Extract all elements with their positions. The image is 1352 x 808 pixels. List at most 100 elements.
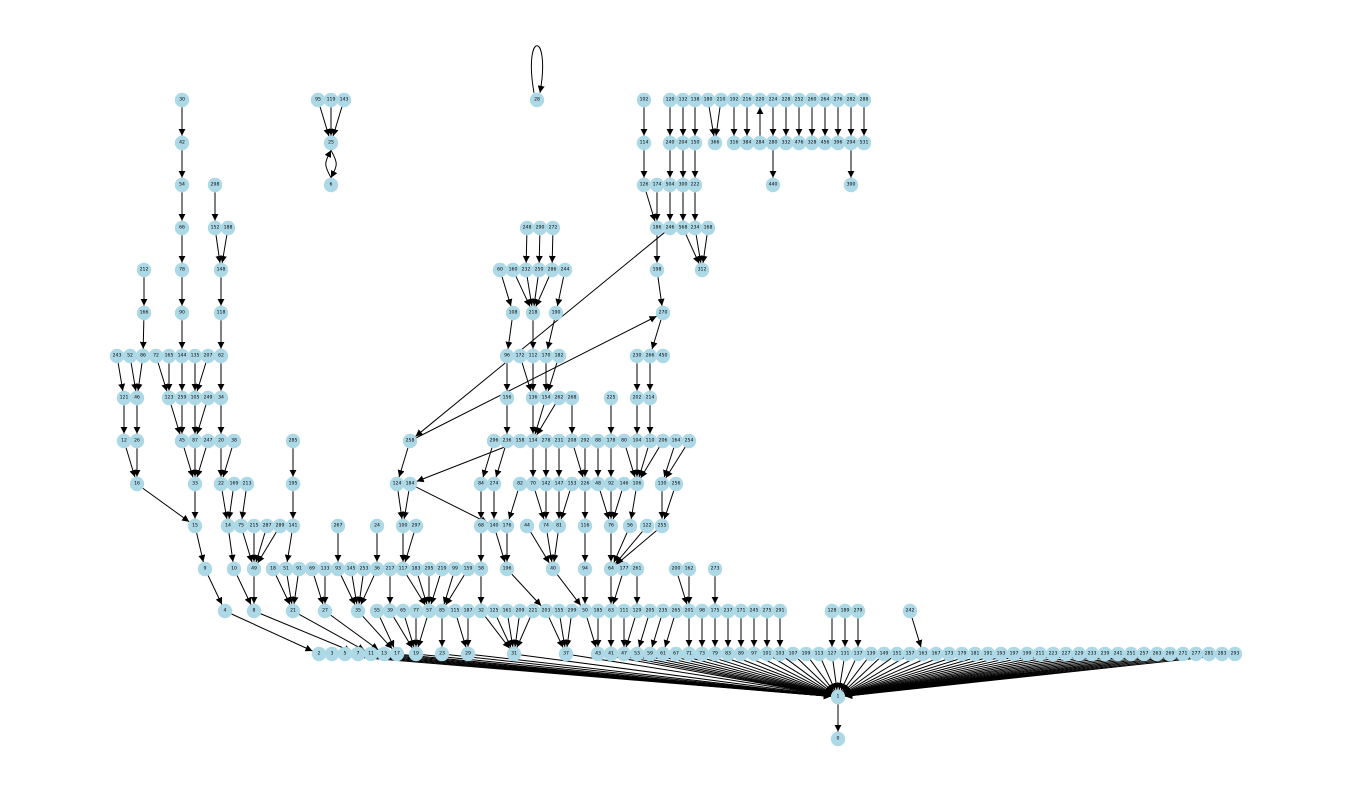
graph-node-167: 167 bbox=[928, 646, 944, 662]
node-circle bbox=[681, 603, 697, 619]
node-circle bbox=[538, 348, 554, 364]
node-circle bbox=[694, 603, 710, 619]
graph-node-181: 181 bbox=[967, 646, 983, 662]
edge-59-1 bbox=[656, 655, 832, 698]
node-label: 40 bbox=[550, 566, 556, 572]
edge-52-46 bbox=[130, 363, 139, 391]
node-label: 241 bbox=[1114, 651, 1123, 657]
node-label: 197 bbox=[1010, 651, 1019, 657]
node-circle bbox=[590, 646, 606, 662]
node-circle bbox=[174, 348, 190, 364]
node-circle bbox=[369, 518, 385, 534]
node-circle bbox=[778, 92, 794, 108]
node-circle bbox=[109, 348, 125, 364]
node-label: 169 bbox=[230, 481, 239, 487]
node-label: 29 bbox=[465, 651, 471, 657]
node-circle bbox=[548, 305, 564, 321]
node-circle bbox=[824, 603, 840, 619]
node-label: 176 bbox=[503, 523, 512, 529]
node-label: 332 bbox=[782, 140, 791, 146]
node-circle bbox=[486, 518, 502, 534]
node-label: 254 bbox=[685, 438, 694, 444]
node-circle bbox=[558, 646, 574, 662]
graph-node-79: 79 bbox=[707, 646, 723, 662]
edge-14-10 bbox=[228, 533, 236, 562]
node-label: 253 bbox=[360, 566, 369, 572]
node-circle bbox=[213, 262, 229, 278]
node-label: 28 bbox=[534, 97, 540, 103]
graph-node-15: 15 bbox=[187, 518, 203, 534]
node-circle bbox=[531, 262, 547, 278]
node-circle bbox=[1149, 646, 1165, 662]
node-label: 232 bbox=[522, 267, 531, 273]
node-circle bbox=[310, 92, 326, 108]
graph-node-226: 226 bbox=[577, 476, 593, 492]
edge-44-40 bbox=[530, 531, 550, 564]
node-circle bbox=[668, 646, 684, 662]
edge-67-1 bbox=[682, 655, 832, 697]
edge-103-1 bbox=[785, 657, 833, 694]
graph-node-239: 239 bbox=[1097, 646, 1113, 662]
node-circle bbox=[1162, 646, 1178, 662]
node-label: 264 bbox=[821, 97, 830, 103]
edge-80-106 bbox=[625, 447, 637, 478]
graph-node-291: 291 bbox=[772, 603, 788, 619]
graph-node-168: 168 bbox=[700, 220, 716, 236]
node-label: 131 bbox=[841, 651, 850, 657]
node-label: 180 bbox=[704, 97, 713, 103]
node-circle bbox=[726, 92, 742, 108]
node-circle bbox=[213, 348, 229, 364]
graph-node-268: 268 bbox=[564, 390, 580, 406]
node-circle bbox=[856, 135, 872, 151]
node-circle bbox=[499, 433, 515, 449]
graph-node-195: 195 bbox=[285, 476, 301, 492]
node-circle bbox=[213, 476, 229, 492]
node-circle bbox=[499, 518, 515, 534]
edge-236-274 bbox=[494, 447, 506, 478]
node-label: 298 bbox=[211, 182, 220, 188]
edge-97-1 bbox=[760, 656, 832, 695]
graph-node-52: 52 bbox=[122, 348, 138, 364]
node-label: 158 bbox=[516, 438, 525, 444]
graph-node-298: 298 bbox=[207, 177, 223, 193]
graph-node-131: 131 bbox=[837, 646, 853, 662]
node-label: 119 bbox=[327, 97, 336, 103]
node-circle bbox=[843, 92, 859, 108]
node-circle bbox=[473, 518, 489, 534]
node-circle bbox=[817, 135, 833, 151]
node-label: 236 bbox=[503, 438, 512, 444]
node-label: 245 bbox=[750, 608, 759, 614]
node-label: 31 bbox=[511, 651, 517, 657]
node-label: 70 bbox=[530, 481, 536, 487]
node-circle bbox=[993, 646, 1009, 662]
node-circle bbox=[363, 646, 379, 662]
graph-node-110: 110 bbox=[642, 433, 658, 449]
graph-node-23: 23 bbox=[434, 646, 450, 662]
node-label: 199 bbox=[1023, 651, 1032, 657]
node-circle bbox=[811, 646, 827, 662]
node-label: 43 bbox=[595, 651, 601, 657]
node-circle bbox=[519, 518, 535, 534]
node-label: 26 bbox=[134, 438, 140, 444]
node-label: 231 bbox=[555, 438, 564, 444]
node-circle bbox=[622, 518, 638, 534]
node-label: 130 bbox=[658, 481, 667, 487]
graph-node-107: 107 bbox=[785, 646, 801, 662]
node-label: 204 bbox=[679, 140, 688, 146]
edge-249-87 bbox=[195, 404, 207, 435]
node-label: 218 bbox=[529, 310, 538, 316]
graph-node-37: 37 bbox=[558, 646, 574, 662]
node-circle bbox=[668, 476, 684, 492]
graph-node-174: 174 bbox=[649, 177, 665, 193]
graph-node-290: 290 bbox=[532, 220, 548, 236]
graph-node-149: 149 bbox=[876, 646, 892, 662]
node-circle bbox=[837, 603, 853, 619]
node-label: 76 bbox=[608, 523, 614, 529]
node-circle bbox=[629, 561, 645, 577]
graph-node-76: 76 bbox=[603, 518, 619, 534]
edge-265-61 bbox=[663, 617, 675, 648]
node-circle bbox=[720, 603, 736, 619]
graph-node-178: 178 bbox=[603, 433, 619, 449]
node-circle bbox=[707, 603, 723, 619]
graph-node-60: 60 bbox=[492, 262, 508, 278]
